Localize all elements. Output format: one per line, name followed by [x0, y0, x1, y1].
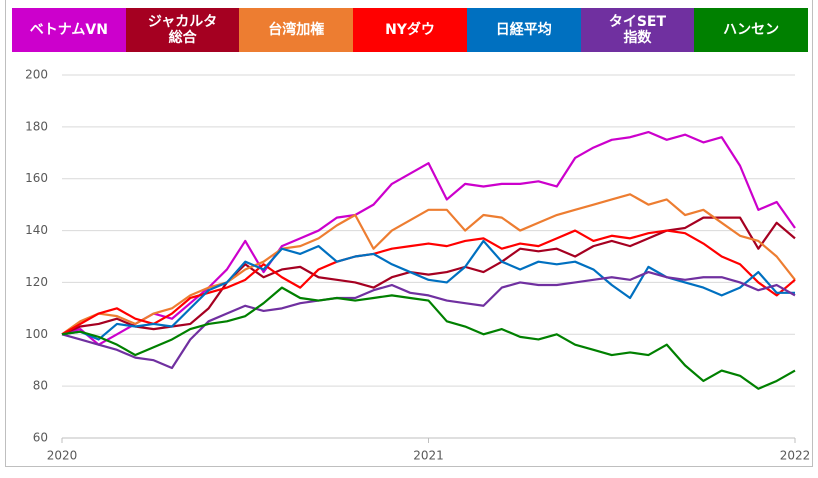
legend-item: タイSET 指数: [580, 8, 695, 52]
series-line: [61, 239, 795, 341]
y-tick-label: 100: [25, 327, 48, 341]
series-line: [61, 229, 796, 336]
legend-item: ハンセン: [694, 8, 809, 52]
series-line: [61, 216, 796, 336]
x-tick-label: 2020: [47, 449, 78, 463]
y-tick-label: 120: [25, 275, 48, 289]
y-tick-label: 80: [33, 379, 48, 393]
series-line: [61, 193, 796, 336]
x-tick-label: 2021: [413, 449, 444, 463]
y-tick-label: 140: [25, 223, 48, 237]
y-tick-label: 180: [25, 119, 48, 133]
chart-frame: [5, 0, 813, 467]
x-tick-label: 2022: [780, 449, 811, 463]
series-line: [61, 286, 796, 390]
legend: ベトナムVN ジャカルタ 総合 台湾加権 NYダウ 日経平均 タイSET 指数 ハンセン: [12, 8, 809, 52]
y-tick-label: 160: [25, 171, 48, 185]
legend-item: ジャカルタ 総合: [125, 8, 240, 52]
legend-item: 台湾加権: [239, 8, 354, 52]
legend-item: 日経平均: [466, 8, 581, 52]
series-line: [61, 270, 796, 370]
legend-item: NYダウ: [353, 8, 467, 52]
y-tick-label: 200: [25, 68, 48, 82]
series-line: [61, 130, 796, 346]
legend-item: ベトナムVN: [12, 8, 126, 52]
y-tick-label: 60: [33, 431, 48, 445]
